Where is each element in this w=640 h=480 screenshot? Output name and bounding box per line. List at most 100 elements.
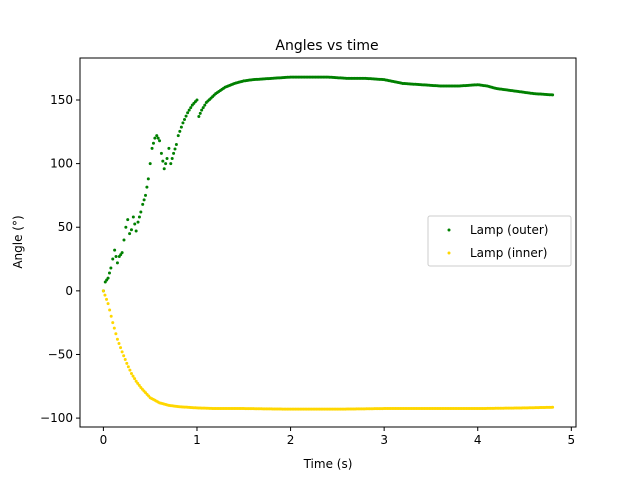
legend-marker-inner <box>447 251 451 255</box>
x-tick-label: 5 <box>568 433 576 447</box>
data-point <box>169 162 173 166</box>
data-point <box>159 151 163 155</box>
data-point <box>111 321 115 325</box>
data-point-fill <box>133 222 137 226</box>
data-point <box>150 146 154 150</box>
data-point <box>155 134 159 138</box>
data-point-fill <box>105 297 109 301</box>
data-point <box>153 136 157 140</box>
data-point-fill <box>189 106 193 110</box>
data-point-fill <box>107 271 111 275</box>
data-point-fill <box>151 141 155 145</box>
data-point <box>176 134 180 138</box>
data-point-fill <box>131 374 135 378</box>
data-point <box>120 251 124 255</box>
data-point-fill <box>203 103 207 107</box>
data-point <box>200 108 204 112</box>
data-point <box>551 405 555 409</box>
data-point <box>181 121 185 125</box>
data-point-fill <box>136 381 140 385</box>
data-point <box>186 111 190 115</box>
y-tick-label: −50 <box>48 347 73 361</box>
legend-frame <box>427 215 572 267</box>
data-point-fill <box>108 308 112 312</box>
data-point <box>111 257 115 261</box>
data-point-fill <box>122 354 126 358</box>
legend-marker-outer <box>447 228 451 232</box>
data-point-fill <box>145 185 149 189</box>
x-tick-label: 1 <box>193 433 201 447</box>
data-point <box>197 115 201 119</box>
x-axis-label: Time (s) <box>303 457 353 471</box>
data-point-fill <box>178 129 182 133</box>
data-point-fill <box>164 162 168 166</box>
data-point <box>109 266 113 270</box>
data-point <box>148 162 152 166</box>
series-layer <box>101 75 555 411</box>
data-point-fill <box>201 106 205 110</box>
data-point <box>134 379 138 383</box>
legend-label-outer: Lamp (outer) <box>470 223 549 237</box>
y-tick-label: 0 <box>65 284 73 298</box>
data-point-fill <box>112 326 116 330</box>
data-point <box>124 225 128 229</box>
data-point <box>141 202 145 206</box>
data-point <box>144 193 148 197</box>
data-point <box>106 302 110 306</box>
data-point <box>122 238 126 242</box>
data-point <box>139 210 143 214</box>
data-point <box>551 93 555 97</box>
data-point-fill <box>128 368 132 372</box>
data-point <box>146 177 150 181</box>
data-point <box>106 276 110 280</box>
x-tick-label: 4 <box>474 433 482 447</box>
data-point-fill <box>109 314 113 318</box>
data-point-fill <box>137 215 141 219</box>
data-point <box>165 157 169 161</box>
data-point <box>131 215 135 219</box>
data-point <box>134 229 138 233</box>
y-axis-label: Angle (°) <box>11 215 25 268</box>
data-point <box>195 98 199 102</box>
data-point-fill <box>173 147 177 151</box>
data-point <box>120 350 124 354</box>
x-tick-label: 3 <box>380 433 388 447</box>
data-point <box>115 337 119 341</box>
series-outer <box>101 75 555 293</box>
plot-frame <box>79 57 577 428</box>
x-tick-label: 0 <box>100 433 108 447</box>
data-point-fill <box>161 159 165 163</box>
data-point-fill <box>126 365 130 369</box>
data-point <box>136 220 140 224</box>
data-point <box>101 289 105 293</box>
data-point <box>128 232 132 236</box>
y-tick-label: 100 <box>50 157 73 171</box>
data-point <box>126 218 130 222</box>
data-point <box>172 151 176 155</box>
y-tick-label: 150 <box>50 93 73 107</box>
x-tick-label: 2 <box>287 433 295 447</box>
data-point-fill <box>187 108 191 112</box>
series-inner <box>101 289 555 411</box>
data-point-fill <box>123 358 127 362</box>
data-point <box>167 146 171 150</box>
data-point <box>158 139 162 143</box>
data-point-fill <box>117 341 121 345</box>
data-point-fill <box>198 111 202 115</box>
data-point <box>129 372 133 376</box>
data-point-fill <box>137 383 141 387</box>
data-point-fill <box>170 157 174 161</box>
data-point-fill <box>114 254 118 258</box>
legend: Lamp (outer) Lamp (inner) <box>427 215 572 267</box>
data-point <box>162 167 166 171</box>
data-point-fill <box>179 125 183 129</box>
data-point-fill <box>133 377 137 381</box>
chart-title: Angles vs time <box>275 38 378 54</box>
y-tick-label: −100 <box>40 411 73 425</box>
data-point-fill <box>119 346 123 350</box>
legend-label-inner: Lamp (inner) <box>470 246 547 260</box>
data-point <box>174 143 178 147</box>
x-axis-ticks: 0 1 2 3 4 5 <box>100 427 576 447</box>
